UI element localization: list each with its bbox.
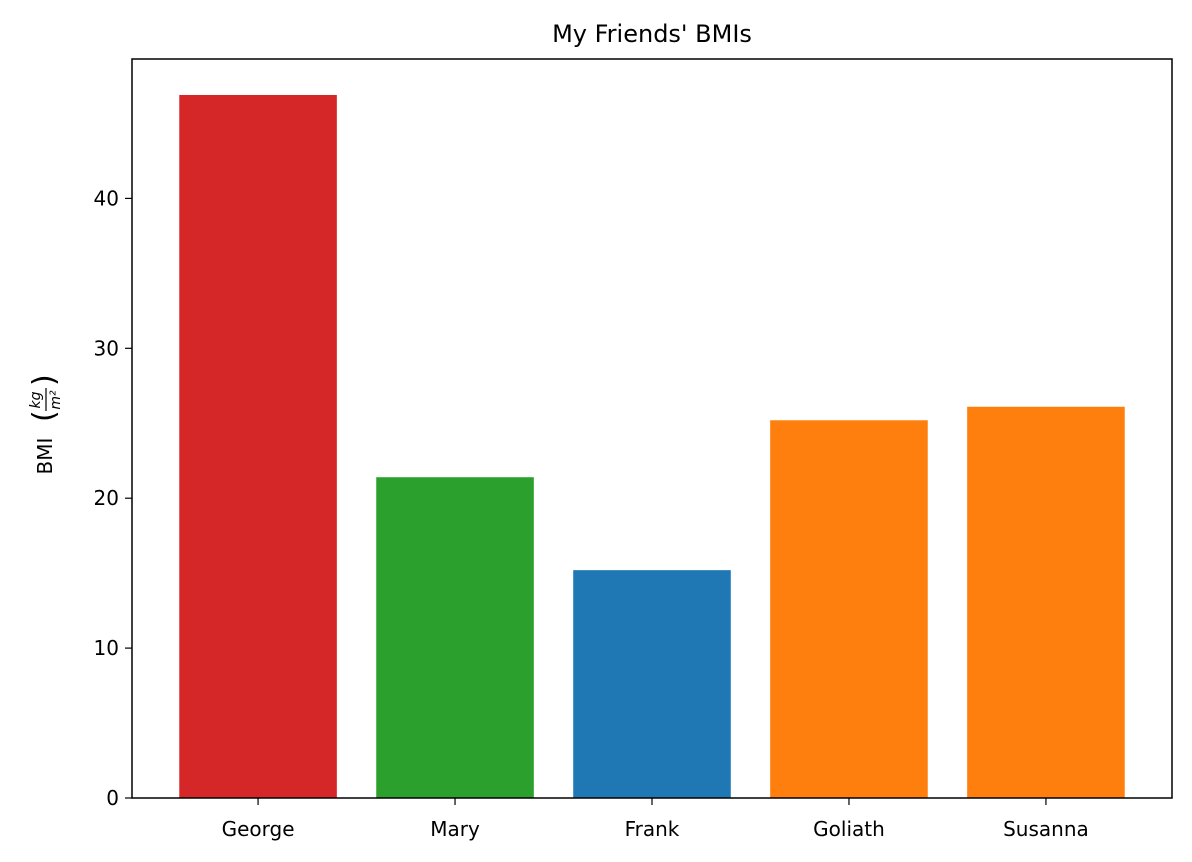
- y-axis-label: BMI ( kg m² ): [27, 374, 64, 474]
- bar-frank: [573, 570, 731, 798]
- bar-goliath: [770, 420, 928, 798]
- y-axis-label-unit-numerator: kg: [28, 391, 44, 408]
- x-tick-label: Susanna: [1003, 817, 1089, 841]
- bar-susanna: [967, 406, 1125, 798]
- y-axis-label-paren-close: ): [27, 374, 62, 386]
- y-tick-label: 40: [94, 186, 119, 210]
- x-tick-label: Goliath: [813, 817, 885, 841]
- x-tick-label: Mary: [430, 817, 480, 841]
- y-axis-label-unit-denominator: m²: [48, 390, 64, 410]
- y-tick-label: 20: [94, 486, 119, 510]
- y-axis-label-paren-open: (: [27, 410, 62, 422]
- y-axis-label-text: BMI: [33, 438, 57, 475]
- x-tick-label: Frank: [625, 817, 680, 841]
- bar-mary: [376, 477, 534, 798]
- y-tick-label: 0: [106, 786, 119, 810]
- x-tick-label: George: [222, 817, 295, 841]
- chart-title: My Friends' BMIs: [552, 20, 752, 48]
- y-tick-label: 10: [94, 636, 119, 660]
- y-tick-label: 30: [94, 336, 119, 360]
- bar-george: [179, 94, 337, 799]
